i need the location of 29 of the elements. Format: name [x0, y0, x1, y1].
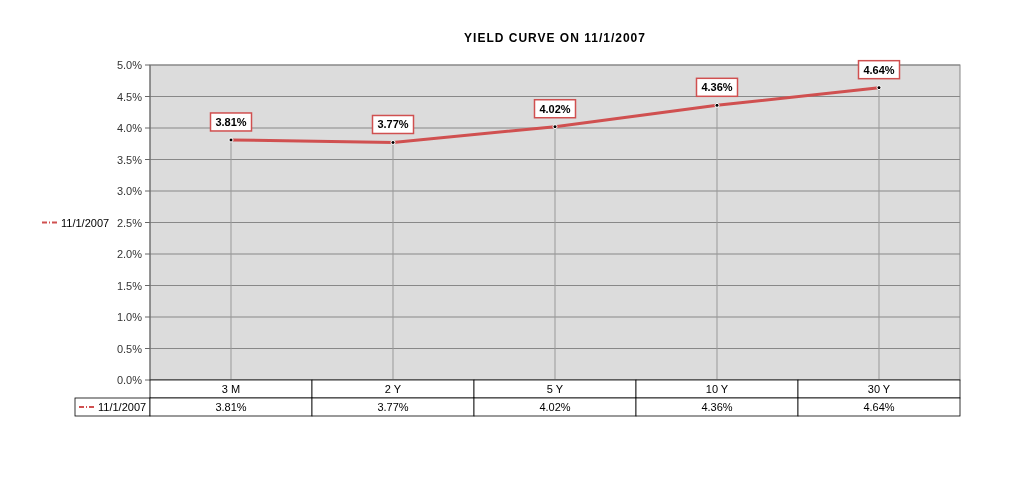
data-label: 4.02%: [539, 401, 571, 413]
x-tick-label: 10 Y: [705, 383, 729, 395]
y-tick-label: 5.0%: [116, 59, 143, 71]
data-label: 3.77%: [377, 401, 409, 413]
y-tick-label: 4.0%: [116, 122, 143, 134]
y-tick-label: 1.5%: [116, 279, 143, 292]
y-tick-label: 2.5%: [116, 216, 143, 229]
chart-title: YIELD CURVE ON 11/1/2007: [464, 31, 646, 45]
text: 3.81%: [215, 115, 247, 128]
data-label: 4.36%: [701, 401, 733, 413]
data-label: 3.81%: [215, 401, 247, 413]
data-label: 4.64%: [863, 401, 895, 413]
text: 11/1/2007: [98, 401, 147, 413]
y-tick-label: 0.5%: [116, 342, 143, 355]
x-tick-label: 2 Y: [384, 383, 402, 395]
y-tick-label: 2.0%: [116, 248, 143, 260]
x-tick-label: 30 Y: [867, 383, 891, 395]
y-tick-label: 0.0%: [116, 374, 143, 386]
y-tick-label: 1.0%: [116, 311, 143, 323]
x-tick-label: 3 M: [221, 383, 241, 395]
text: 4.36%: [701, 81, 733, 94]
y-tick-label: 3.0%: [116, 185, 143, 197]
x-tick-label: 5 Y: [546, 383, 564, 395]
y-tick-label: 4.5%: [116, 90, 143, 103]
legend-label: 11/1/2007: [61, 216, 110, 229]
text: 4.64%: [863, 63, 895, 76]
y-tick-label: 3.5%: [116, 153, 143, 166]
text: 3.77%: [377, 118, 409, 131]
text: 4.02%: [539, 102, 571, 115]
